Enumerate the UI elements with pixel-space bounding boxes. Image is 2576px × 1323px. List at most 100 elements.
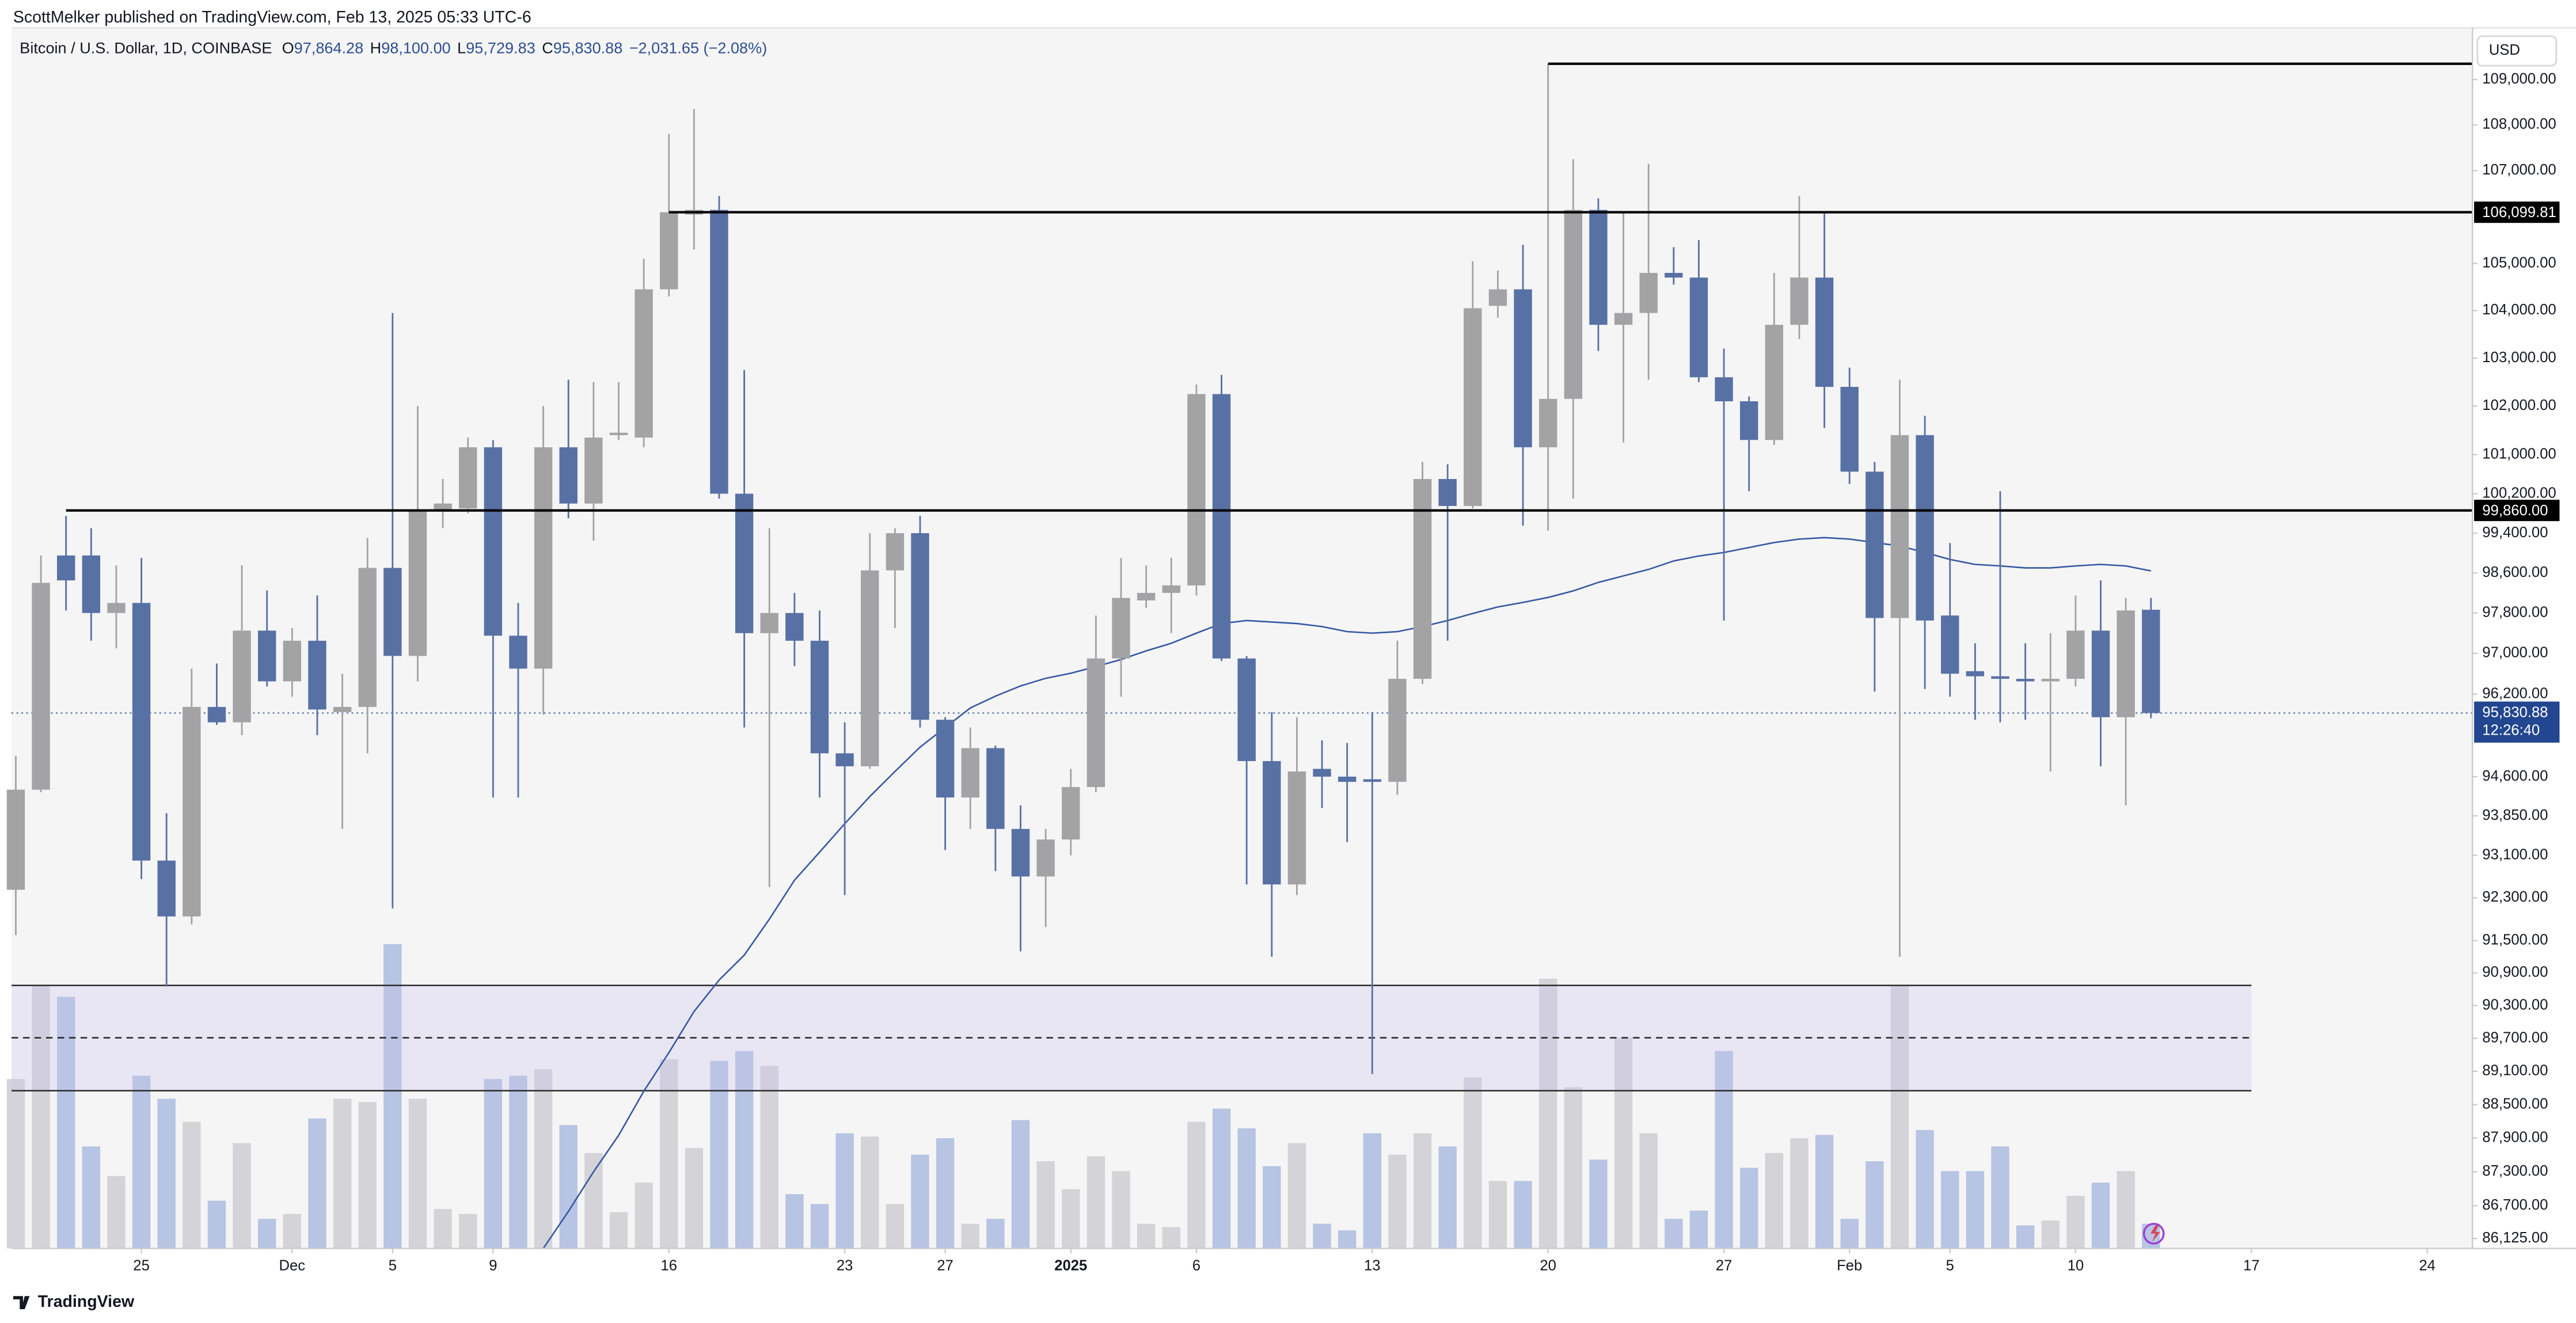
legend-symbol: Bitcoin / U.S. Dollar, 1D, COINBASE (20, 39, 272, 57)
volume-bar (1112, 1171, 1130, 1249)
volume-bar (685, 1148, 704, 1249)
candle-body (1237, 658, 1256, 761)
candle-body (358, 568, 377, 707)
volume-bar (1313, 1223, 1331, 1249)
volume-bar (157, 1098, 176, 1249)
x-tick-label: 24 (2419, 1258, 2436, 1274)
x-tick-label: 17 (2243, 1258, 2260, 1274)
candle-body (132, 603, 151, 861)
volume-bar (1715, 1051, 1733, 1249)
candle-body (333, 706, 352, 712)
candle-body (861, 570, 879, 766)
candle-body (107, 603, 126, 613)
candle-body (434, 503, 452, 511)
y-tick-label: 87,300.00 (2482, 1163, 2548, 1179)
candle-body (961, 748, 979, 798)
volume-bar (1287, 1143, 1306, 1249)
volume-bar (911, 1154, 929, 1249)
candle-body (1840, 386, 1859, 472)
candle-body (308, 640, 326, 710)
volume-bar (1011, 1120, 1030, 1249)
x-tick-label: 16 (660, 1258, 677, 1274)
last-price-label: 95,830.88 (2482, 704, 2548, 720)
volume-bar (861, 1136, 879, 1249)
legend-value: 98,100.00 (381, 39, 451, 57)
candle-body (157, 860, 176, 917)
candle-body (1865, 472, 1884, 618)
volume-bar (132, 1075, 151, 1249)
y-tick-label: 109,000.00 (2482, 71, 2556, 87)
volume-bar (383, 944, 402, 1249)
candle-body (1589, 210, 1608, 325)
candle-body (785, 613, 804, 641)
volume-bar (459, 1214, 477, 1249)
y-tick-label: 102,000.00 (2482, 397, 2556, 413)
x-tick-label: 27 (937, 1258, 953, 1274)
candle-body (32, 583, 50, 790)
candle-body (634, 289, 653, 438)
legend-key: C (542, 39, 553, 57)
candle-body (760, 613, 778, 633)
volume-bar (32, 985, 50, 1249)
price-badge (2474, 202, 2560, 223)
candle-body (207, 706, 226, 723)
candle-body (1137, 592, 1156, 600)
volume-bar (107, 1176, 126, 1249)
candle-body (1187, 394, 1206, 586)
x-tick-label: 23 (837, 1258, 853, 1274)
y-tick-label: 104,000.00 (2482, 302, 2556, 318)
candle-body (56, 555, 75, 581)
footer-logo (13, 1296, 30, 1310)
x-tick-label: Dec (279, 1258, 306, 1274)
x-tick-label: 27 (1716, 1258, 1732, 1274)
candle-body (1086, 658, 1105, 788)
volume-bar (6, 1079, 25, 1249)
candle-body (1036, 839, 1055, 877)
volume-bar (961, 1223, 979, 1249)
logo-mark (13, 1296, 30, 1310)
y-tick-label: 97,800.00 (2482, 605, 2548, 621)
candle-body (735, 493, 754, 633)
y-tick-label: 89,100.00 (2482, 1063, 2548, 1079)
candle-body (1162, 585, 1181, 593)
candle-body (1112, 598, 1130, 659)
x-tick-label: 5 (1946, 1258, 1954, 1274)
volume-bar (1488, 1181, 1507, 1249)
candle-body (1564, 210, 1583, 399)
y-tick-label: 108,000.00 (2482, 116, 2556, 132)
candle-body (1715, 377, 1733, 402)
volume-bar (1363, 1133, 1382, 1249)
candle-body (1890, 435, 1909, 618)
y-tick-label: 90,900.00 (2482, 964, 2548, 980)
volume-bar (258, 1219, 276, 1249)
volume-bar (1086, 1156, 1105, 1249)
currency-label[interactable]: USD (2489, 42, 2520, 58)
currency-button[interactable] (2476, 35, 2558, 67)
candle-body (2091, 630, 2110, 717)
candle-body (1062, 787, 1080, 840)
volume-bar (609, 1212, 628, 1249)
candle-body (258, 630, 276, 682)
candle-body (1212, 394, 1231, 659)
candle-body (1966, 671, 1985, 676)
volume-bar (1991, 1146, 2009, 1249)
legend-key: H (370, 39, 382, 57)
volume-bar (1665, 1219, 1683, 1249)
y-tick-label: 99,400.00 (2482, 524, 2548, 541)
candle-body (936, 720, 955, 798)
volume-bar (82, 1146, 101, 1249)
volume-bar (1464, 1077, 1482, 1249)
volume-bar (1212, 1108, 1231, 1249)
legend-value: 95,729.83 (466, 39, 535, 57)
candle-body (1991, 676, 2009, 679)
candle-body (2066, 630, 2085, 679)
candle-body (710, 210, 728, 494)
volume-bar (760, 1066, 778, 1249)
candle-body (911, 533, 929, 720)
candle-body (1689, 277, 1708, 378)
candle-body (383, 568, 402, 656)
candle-body (1413, 479, 1432, 679)
y-tick-label: 90,300.00 (2482, 997, 2548, 1013)
volume-bar (735, 1051, 754, 1249)
